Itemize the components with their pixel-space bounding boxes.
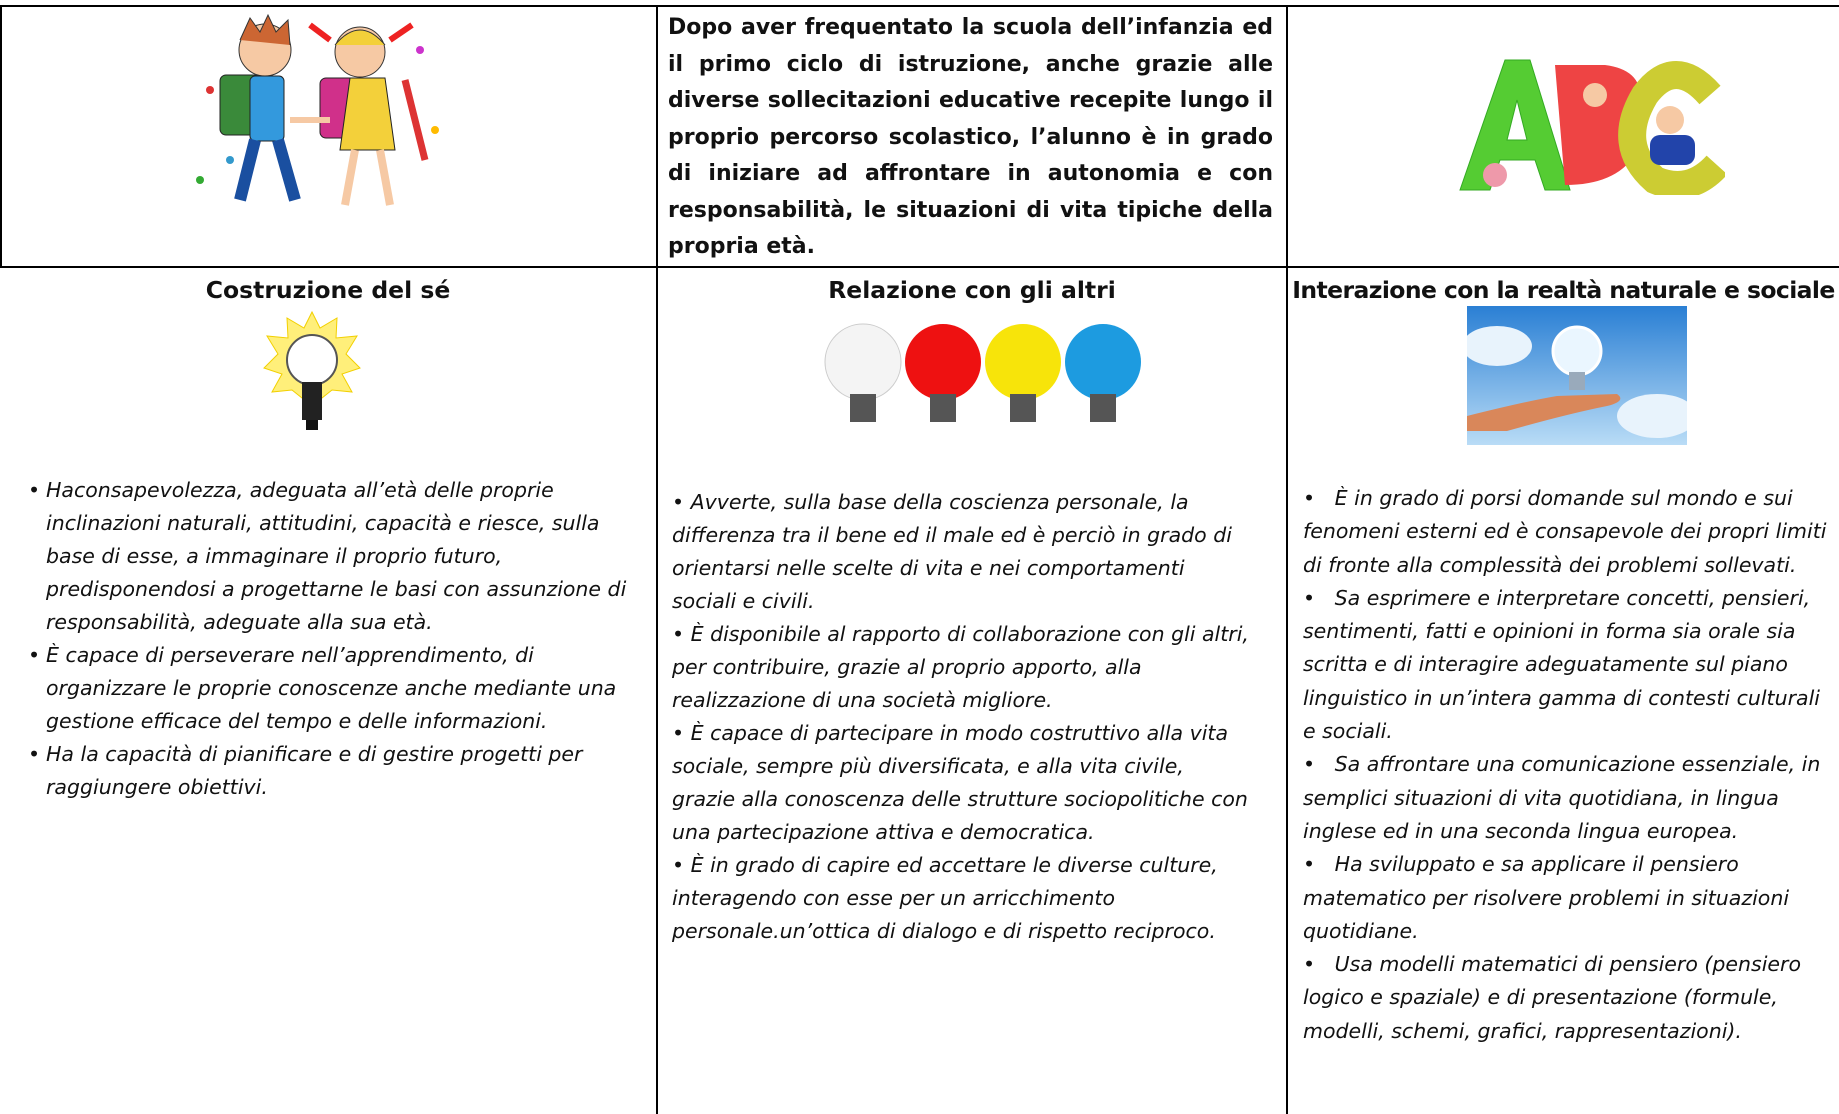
bullet-item: Usa modelli matematici di pensiero (pens…	[1303, 948, 1831, 1048]
border	[0, 5, 2, 267]
bullet-item: È capace di perseverare nell’apprendimen…	[26, 639, 636, 738]
intro-text: Dopo aver frequentato la scuola dell’inf…	[668, 15, 1273, 259]
bullet-item: È capace di partecipare in modo costrutt…	[672, 717, 1252, 849]
bullet-item: Avverte, sulla base della coscienza pers…	[672, 486, 1252, 618]
bullet-item: Ha sviluppato e sa applicare il pensiero…	[1303, 848, 1831, 948]
hand-bulb-illustration	[1467, 306, 1687, 445]
bullet-item: È disponibile al rapporto di collaborazi…	[672, 618, 1252, 717]
border	[0, 5, 1839, 7]
border	[0, 266, 1839, 268]
colored-bulbs-illustration	[824, 323, 1141, 422]
bullet-list: Avverte, sulla base della coscienza pers…	[672, 486, 1252, 948]
abc-illustration	[1459, 59, 1725, 195]
bulb-illustration	[263, 310, 361, 430]
border	[1286, 5, 1288, 1114]
bullet-list: Haconsapevolezza, adeguata all’età delle…	[26, 474, 636, 804]
column-heading: Relazione con gli altri	[828, 276, 1116, 304]
bullet-item: È in grado di capire ed accettare le div…	[672, 849, 1252, 948]
column-heading: Interazione con la realtà naturale e soc…	[1292, 276, 1835, 304]
bullet-item: Sa affrontare una comunicazione essenzia…	[1303, 748, 1831, 848]
kids-illustration	[196, 13, 439, 206]
bullet-item: Ha la capacità di pianificare e di gesti…	[26, 738, 636, 804]
column-heading: Costruzione del sé	[205, 276, 451, 304]
bullet-item: È in grado di porsi domande sul mondo e …	[1303, 482, 1831, 582]
border	[656, 5, 658, 1114]
bullet-item: Sa esprimere e interpretare concetti, pe…	[1303, 582, 1831, 748]
bullet-list: È in grado di porsi domande sul mondo e …	[1303, 482, 1831, 1048]
bullet-item: Haconsapevolezza, adeguata all’età delle…	[26, 474, 636, 639]
